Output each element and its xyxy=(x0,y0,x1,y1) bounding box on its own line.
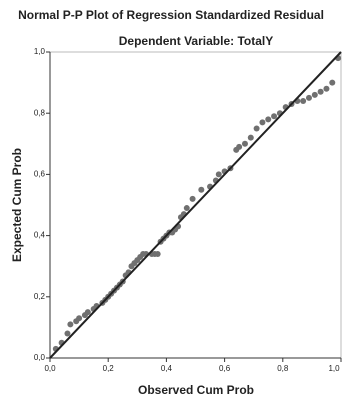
y-tick-label: 0,0 xyxy=(34,353,46,362)
data-point xyxy=(198,187,204,193)
x-tick-label: 0,2 xyxy=(103,364,115,373)
x-tick-label: 0,0 xyxy=(44,364,56,373)
data-point xyxy=(318,89,324,95)
x-tick-label: 0,4 xyxy=(161,364,173,373)
data-point xyxy=(312,92,318,98)
background xyxy=(0,0,343,401)
y-tick-label: 0,2 xyxy=(34,292,46,301)
data-point xyxy=(254,126,260,132)
data-point xyxy=(248,135,254,141)
data-point xyxy=(265,116,271,122)
data-point xyxy=(306,95,312,101)
data-point xyxy=(216,171,222,177)
y-tick-label: 0,8 xyxy=(34,108,46,117)
data-point xyxy=(67,321,73,327)
data-point xyxy=(184,205,190,211)
data-point xyxy=(190,196,196,202)
y-axis-title: Expected Cum Prob xyxy=(10,148,24,262)
data-point xyxy=(236,144,242,150)
chart: Normal P-P Plot of Regression Standardiz… xyxy=(0,0,343,401)
data-point xyxy=(155,251,161,257)
x-tick-label: 0,8 xyxy=(277,364,289,373)
y-tick-label: 0,6 xyxy=(34,170,46,179)
data-point xyxy=(300,98,306,104)
data-point xyxy=(259,119,265,125)
data-point xyxy=(76,315,82,321)
data-point xyxy=(323,86,329,92)
y-tick-label: 0,4 xyxy=(34,231,46,240)
chart-title: Normal P-P Plot of Regression Standardiz… xyxy=(18,8,324,22)
chart-subtitle: Dependent Variable: TotalY xyxy=(119,34,273,48)
data-point xyxy=(271,113,277,119)
x-axis-title: Observed Cum Prob xyxy=(138,383,254,397)
data-point xyxy=(85,309,91,315)
y-tick-label: 1,0 xyxy=(34,47,46,56)
data-point xyxy=(64,331,70,337)
x-tick-label: 1,0 xyxy=(328,364,340,373)
data-point xyxy=(242,141,248,147)
x-tick-label: 0,6 xyxy=(219,364,231,373)
data-point xyxy=(329,80,335,86)
